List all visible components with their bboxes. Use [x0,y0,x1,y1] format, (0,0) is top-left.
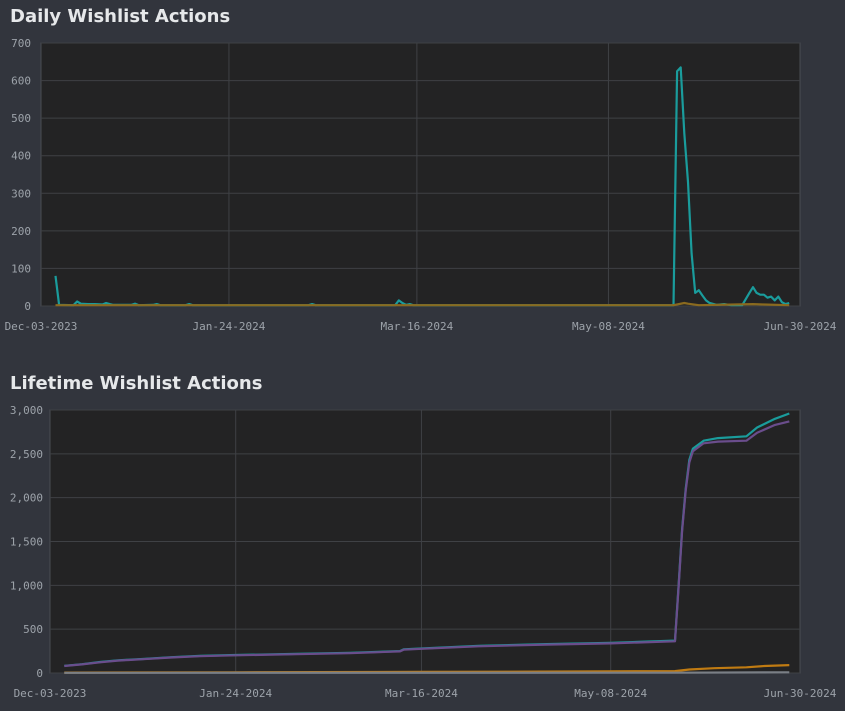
series-line-3 [64,672,789,673]
y-tick-label: 2,000 [10,492,43,505]
x-tick-label: May-08-2024 [574,687,647,700]
x-tick-label: Jan-24-2024 [199,687,272,700]
x-tick-label: Jun-30-2024 [764,687,837,700]
y-tick-label: 1,500 [10,536,43,549]
y-tick-label: 500 [23,623,43,636]
y-tick-label: 0 [36,667,43,680]
y-tick-label: 3,000 [10,404,43,417]
y-tick-label: 2,500 [10,448,43,461]
x-tick-label: Mar-16-2024 [385,687,458,700]
x-tick-label: Dec-03-2023 [14,687,87,700]
y-tick-label: 1,000 [10,579,43,592]
